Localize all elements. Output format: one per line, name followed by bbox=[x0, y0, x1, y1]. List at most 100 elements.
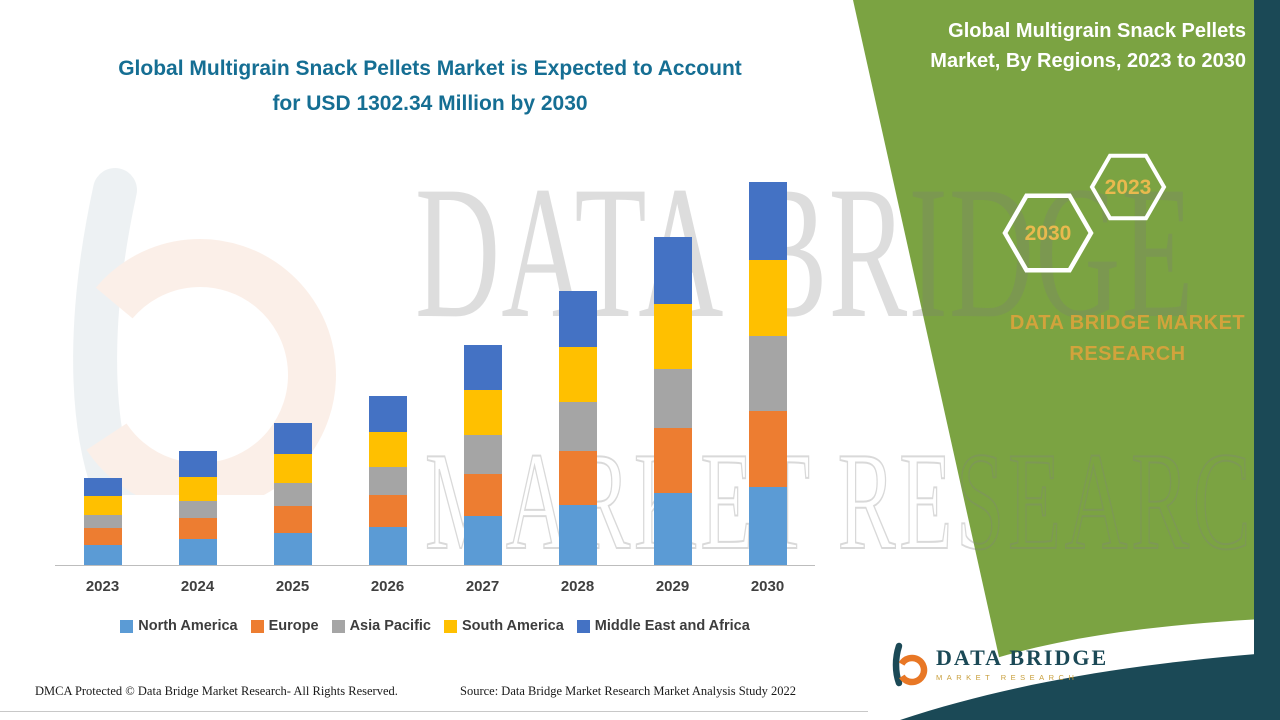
legend-label: South America bbox=[462, 618, 564, 634]
x-axis-label: 2024 bbox=[180, 578, 215, 595]
hexagon-2023: 2023 bbox=[1089, 153, 1167, 221]
legend-item: Europe bbox=[250, 618, 319, 634]
bar-segment bbox=[558, 346, 597, 403]
bar-group bbox=[720, 175, 815, 565]
legend-swatch bbox=[444, 619, 457, 633]
legend-label: Middle East and Africa bbox=[594, 618, 750, 634]
x-labels-row: 2023 2024 2025 2026 2027 2028 2029 2030 bbox=[55, 578, 815, 595]
bar-segment bbox=[178, 450, 217, 478]
bar-segment bbox=[368, 395, 407, 432]
bar-segment bbox=[748, 182, 787, 261]
bar-segment bbox=[368, 526, 407, 565]
bar-segment bbox=[83, 527, 122, 545]
bar-group bbox=[625, 175, 720, 565]
bar-segment bbox=[653, 492, 692, 565]
legend-swatch bbox=[250, 619, 264, 633]
bar-segment bbox=[463, 390, 502, 436]
logo-tagline: MARKET RESEARCH bbox=[936, 673, 1079, 683]
bar-segment bbox=[368, 494, 407, 527]
bar-segment bbox=[273, 454, 312, 484]
bar-segment bbox=[653, 369, 692, 428]
bar-segment bbox=[178, 477, 217, 501]
x-axis-label: 2023 bbox=[85, 578, 120, 595]
bar-segment bbox=[273, 483, 312, 506]
x-axis-label: 2027 bbox=[465, 578, 500, 595]
bar-segment bbox=[748, 410, 787, 487]
data-bridge-logo-icon bbox=[892, 642, 928, 687]
stacked-bar-2030 bbox=[748, 182, 787, 565]
bar-segment bbox=[83, 544, 122, 565]
x-axis-label: 2028 bbox=[560, 578, 595, 595]
bar-segment bbox=[83, 514, 122, 528]
bar-segment bbox=[368, 466, 407, 495]
brand-name: DATA BRIDGE MARKET RESEARCH bbox=[1009, 312, 1246, 365]
legend-item: Asia Pacific bbox=[331, 618, 431, 634]
page-title: Global Multigrain Snack Pellets Market i… bbox=[40, 52, 820, 121]
bar-group bbox=[435, 175, 530, 565]
stacked-bar-2024 bbox=[178, 450, 217, 565]
right-edge-stripe bbox=[1254, 0, 1280, 720]
footer-source: Source: Data Bridge Market Research Mark… bbox=[460, 684, 797, 698]
legend-item: Middle East and Africa bbox=[576, 618, 750, 634]
stacked-bar-2027 bbox=[463, 344, 502, 565]
bars-row bbox=[55, 175, 815, 566]
watermark-data-bridge: DATA BRIDGE bbox=[415, 148, 1195, 358]
legend-swatch bbox=[331, 619, 345, 633]
x-axis-label: 2030 bbox=[750, 578, 785, 595]
hexagon-2023-year: 2023 bbox=[1105, 176, 1152, 199]
footer-dmca: DMCA Protected © Data Bridge Market Rese… bbox=[35, 684, 398, 698]
legend-item: North America bbox=[120, 618, 238, 634]
bar-segment bbox=[273, 506, 312, 533]
bar-segment bbox=[178, 500, 217, 519]
bar-segment bbox=[748, 486, 787, 565]
bottom-divider bbox=[0, 711, 868, 712]
logo-text-block: DATA BRIDGE MARKET RESEARCH bbox=[936, 644, 1109, 683]
bar-segment bbox=[653, 237, 692, 304]
bar-segment bbox=[748, 335, 787, 411]
teal-swoosh bbox=[900, 652, 1280, 720]
stacked-bar-2029 bbox=[653, 237, 692, 565]
data-bridge-logo: DATA BRIDGE MARKET RESEARCH bbox=[888, 640, 1108, 688]
bar-segment bbox=[558, 450, 597, 505]
legend-item: South America bbox=[444, 618, 564, 634]
bar-group bbox=[55, 175, 150, 565]
stacked-bar-2025 bbox=[273, 422, 312, 565]
hexagon-2030: 2030 bbox=[1002, 193, 1094, 273]
bar-segment bbox=[83, 496, 122, 515]
bar-group bbox=[340, 175, 435, 565]
bar-group bbox=[245, 175, 340, 565]
legend-label: Europe bbox=[268, 618, 319, 634]
legend-label: Asia Pacific bbox=[349, 618, 431, 634]
bar-segment bbox=[558, 290, 597, 347]
bar-segment bbox=[273, 422, 312, 455]
legend-swatch bbox=[120, 619, 134, 633]
bar-segment bbox=[178, 539, 217, 565]
bar-segment bbox=[463, 435, 502, 474]
logo-name: DATA BRIDGE bbox=[936, 644, 1109, 670]
stacked-bar-2026 bbox=[368, 395, 407, 565]
bar-segment bbox=[463, 344, 502, 391]
bar-segment bbox=[368, 431, 407, 467]
legend-label: North America bbox=[138, 618, 238, 634]
panel-heading: Global Multigrain Snack Pellets Market, … bbox=[930, 20, 1246, 72]
x-axis-label: 2026 bbox=[370, 578, 405, 595]
bar-segment bbox=[273, 532, 312, 565]
legend-swatch bbox=[576, 619, 590, 633]
bar-segment bbox=[653, 303, 692, 370]
bar-segment bbox=[463, 473, 502, 517]
page-title-line1: Global Multigrain Snack Pellets Market i… bbox=[118, 57, 742, 80]
bar-segment bbox=[178, 518, 217, 539]
bar-segment bbox=[463, 516, 502, 565]
bar-segment bbox=[558, 402, 597, 451]
stacked-bar-2028 bbox=[558, 290, 597, 565]
bar-group bbox=[150, 175, 245, 565]
legend: North America Europe Asia Pacific South Ame… bbox=[45, 618, 825, 634]
page-title-line2: for USD 1302.34 Million by 2030 bbox=[272, 91, 588, 115]
x-axis-label: 2025 bbox=[275, 578, 310, 595]
hexagon-2030-year: 2030 bbox=[1025, 222, 1072, 245]
bar-segment bbox=[653, 427, 692, 493]
stacked-bar-2023 bbox=[83, 477, 122, 565]
x-axis-label: 2029 bbox=[655, 578, 690, 595]
bar-group bbox=[530, 175, 625, 565]
